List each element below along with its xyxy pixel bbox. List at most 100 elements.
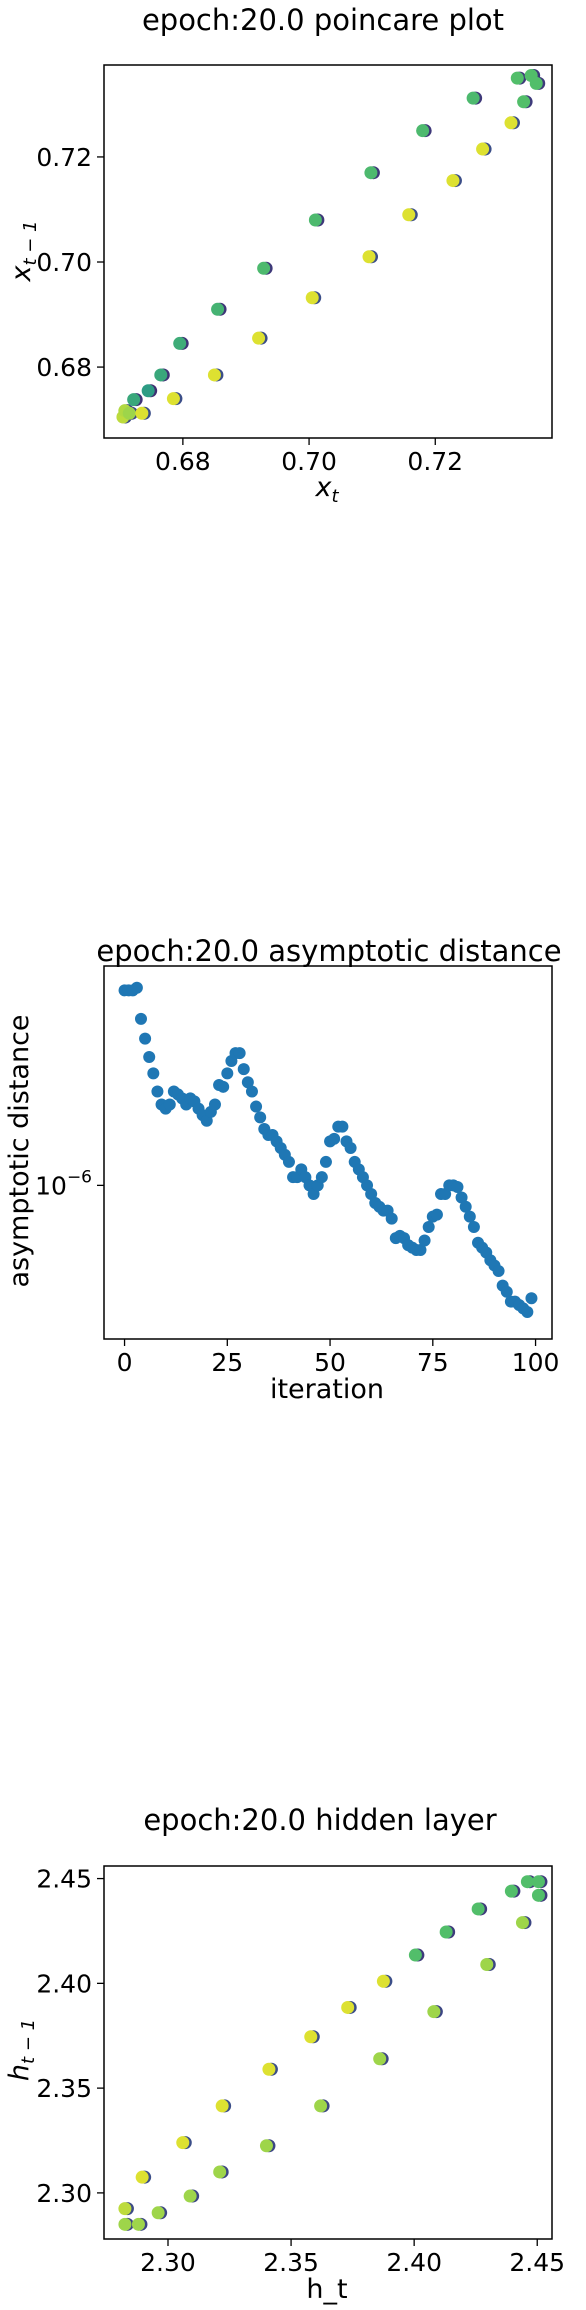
data-point	[520, 1875, 534, 1889]
data-point	[217, 1080, 230, 1093]
data-point	[304, 2030, 318, 2044]
data-point	[252, 331, 266, 345]
data-point	[521, 1305, 534, 1318]
plot-frame	[103, 1865, 553, 2240]
data-point	[147, 1067, 160, 1080]
data-point	[500, 1285, 513, 1298]
data-point	[208, 1098, 221, 1111]
poincare-chart: epoch:20.0 poincare plot 0.68 0.70 0.72 0.…	[6, 3, 553, 507]
data-point	[215, 2099, 229, 2113]
data-point	[504, 116, 518, 130]
data-point	[525, 1292, 538, 1305]
data-point	[130, 981, 143, 994]
y-tick-label: 0.68	[36, 353, 92, 382]
data-point	[151, 1085, 164, 1098]
y-tick-label: 2.45	[36, 1865, 92, 1894]
data-point	[118, 2217, 132, 2231]
data-point	[207, 368, 221, 382]
x-axis-label: iteration	[270, 1374, 384, 1405]
x-tick-label: 75	[417, 1348, 449, 1377]
data-point	[163, 1098, 176, 1111]
data-point	[237, 1063, 250, 1076]
y-axis-ticks: 10−6	[35, 1167, 104, 1200]
data-point	[427, 2005, 441, 2019]
data-point	[459, 1200, 472, 1213]
data-point	[319, 1155, 332, 1168]
data-point	[515, 1916, 529, 1930]
data-point	[241, 1076, 254, 1089]
data-point	[127, 393, 141, 407]
data-point	[414, 1244, 427, 1257]
data-point	[466, 91, 480, 105]
data-point	[451, 1181, 464, 1194]
data-point	[467, 1221, 480, 1234]
data-point	[141, 384, 155, 398]
x-tick-label: 50	[314, 1348, 346, 1377]
data-point	[510, 71, 524, 85]
data-point	[118, 2202, 132, 2216]
data-point	[531, 1875, 545, 1889]
data-point	[517, 95, 531, 109]
y-tick-label: 0.70	[36, 248, 92, 277]
x-tick-label: 2.30	[140, 2248, 196, 2277]
y-axis-label: asymptotic distance	[4, 1014, 35, 1287]
data-point	[135, 406, 149, 420]
data-points	[118, 1875, 548, 2231]
data-point	[362, 250, 376, 264]
data-point	[254, 1111, 267, 1124]
data-point	[308, 213, 322, 227]
data-points	[116, 69, 546, 424]
asymptotic-distance-chart: epoch:20.0 asymptotic distance 0 25 50 75 10…	[4, 934, 562, 1405]
data-point	[257, 261, 271, 275]
data-point	[365, 1187, 378, 1200]
data-point	[151, 2206, 165, 2220]
chart-title: epoch:20.0 hidden layer	[143, 1803, 496, 1837]
data-point	[418, 1234, 431, 1247]
y-tick-label: 10−6	[35, 1167, 92, 1200]
data-point	[439, 1925, 453, 1939]
data-point	[336, 1120, 349, 1133]
y-axis-ticks: 2.30 2.35 2.40 2.45	[36, 1865, 104, 2208]
data-point	[213, 2165, 227, 2179]
y-axis-ticks: 0.68 0.70 0.72	[36, 143, 104, 382]
data-point	[408, 1948, 422, 1962]
data-point	[416, 124, 430, 138]
data-point	[282, 1155, 295, 1168]
hidden-layer-chart: epoch:20.0 hidden layer 2.30 2.35 2.40 2.45…	[4, 1803, 565, 2305]
data-point	[529, 76, 543, 90]
x-axis-ticks: 2.30 2.35 2.40 2.45	[140, 2239, 565, 2277]
chart-title: epoch:20.0 poincare plot	[142, 3, 504, 37]
data-point	[176, 2136, 190, 2150]
data-point	[341, 2000, 355, 2014]
data-point	[373, 2052, 387, 2066]
y-tick-label: 2.35	[36, 2074, 92, 2103]
x-tick-label: 0	[117, 1348, 133, 1377]
y-axis-label: ht − 1	[4, 2019, 39, 2081]
data-point	[376, 1974, 390, 1988]
data-point	[314, 2099, 328, 2113]
data-point	[245, 1085, 258, 1098]
x-tick-label: 0.70	[281, 447, 337, 476]
data-point	[259, 2139, 273, 2153]
data-point	[183, 2189, 197, 2203]
data-point	[476, 142, 490, 156]
data-point	[531, 1888, 545, 1902]
x-tick-label: 2.35	[263, 2248, 319, 2277]
x-tick-label: 2.45	[509, 2248, 565, 2277]
data-point	[139, 1032, 152, 1045]
data-point	[492, 1265, 505, 1278]
x-tick-label: 2.40	[386, 2248, 442, 2277]
x-axis-ticks: 0.68 0.70 0.72	[155, 438, 463, 476]
x-tick-label: 100	[512, 1348, 560, 1377]
data-point	[504, 1884, 518, 1898]
y-tick-label: 0.72	[36, 143, 92, 172]
data-point	[211, 302, 225, 316]
data-point	[315, 1171, 328, 1184]
data-point	[143, 1051, 156, 1064]
data-point	[221, 1067, 234, 1080]
data-point	[233, 1047, 246, 1060]
data-point	[344, 1141, 357, 1154]
data-point	[122, 406, 136, 420]
data-points	[118, 981, 538, 1318]
